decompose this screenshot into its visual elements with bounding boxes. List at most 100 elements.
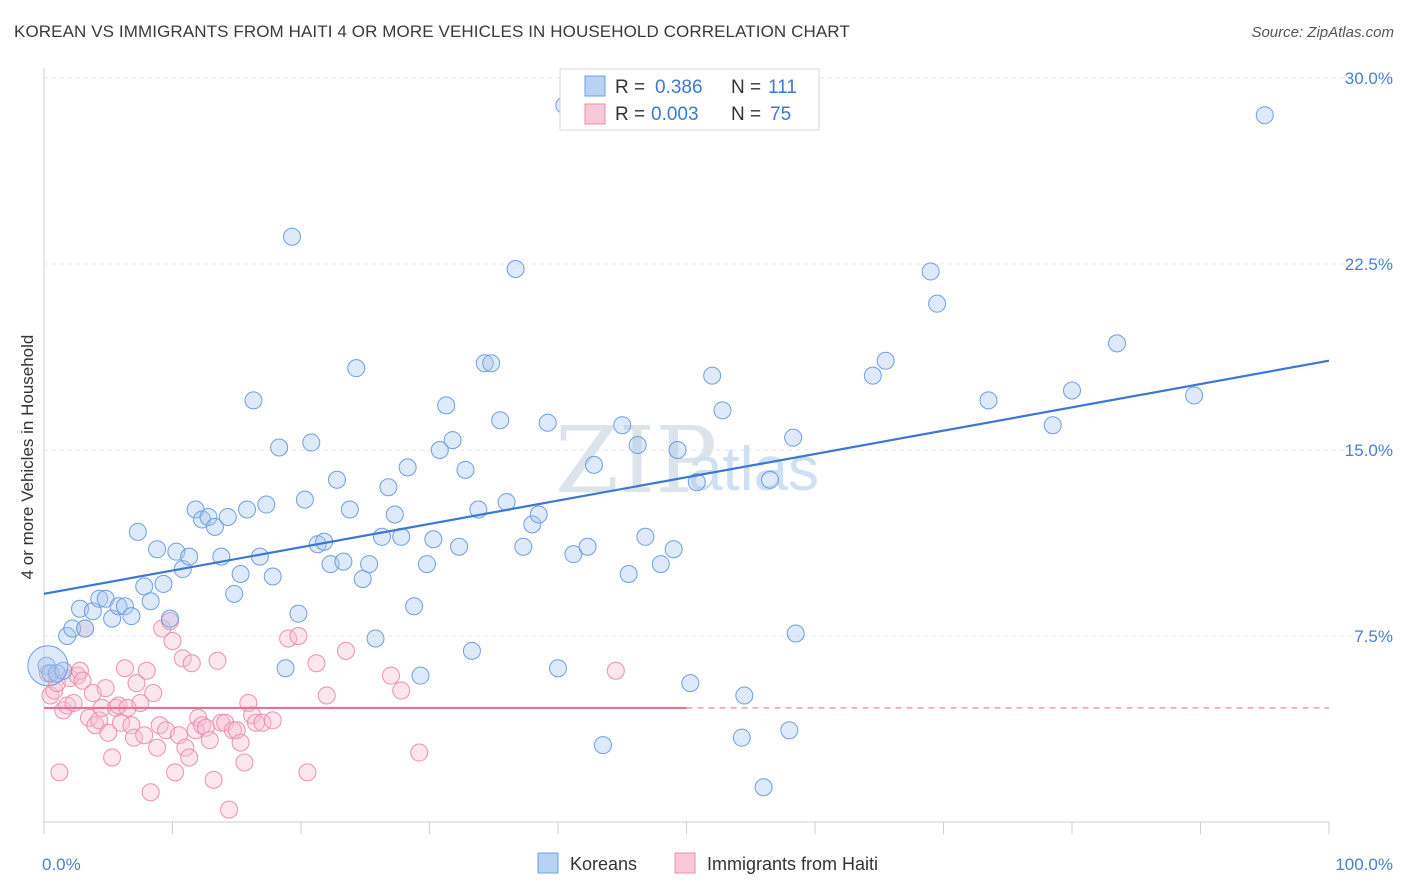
korean-point [366, 629, 385, 648]
korean-point [109, 597, 128, 616]
haiti-point [112, 713, 131, 732]
korean-point [270, 438, 289, 457]
korean-point [353, 569, 372, 588]
haiti-point [381, 666, 400, 685]
y-tick-label: 22.5% [1345, 255, 1393, 274]
korean-point [76, 619, 95, 638]
korean-point [863, 366, 882, 385]
korean-point [238, 500, 257, 519]
korean-point [529, 505, 548, 524]
korean-point [462, 641, 481, 660]
korean-point [732, 728, 751, 747]
haiti-point [166, 763, 185, 782]
korean-point [687, 473, 706, 492]
korean-point [786, 624, 805, 643]
korean-point [651, 555, 670, 574]
korean-point [628, 436, 647, 455]
korean-point [1043, 416, 1062, 435]
haiti-point [279, 629, 298, 648]
korean-point [63, 619, 82, 638]
korean-point [754, 778, 773, 797]
legend-n-value-haiti: 75 [770, 104, 791, 125]
haiti-point [173, 649, 192, 668]
korean-point [636, 527, 655, 546]
korean-point [1107, 334, 1126, 353]
y-tick-label: 7.5% [1354, 627, 1393, 646]
legend-n-label-koreans: N = [731, 77, 761, 98]
bottom-legend: Koreans Immigrants from Haiti [537, 852, 878, 874]
haiti-points [38, 612, 625, 819]
korean-point [115, 597, 134, 616]
haiti-point [336, 641, 355, 660]
haiti-point [200, 731, 219, 750]
haiti-point [135, 726, 154, 745]
korean-point [761, 470, 780, 489]
korean-point [443, 431, 462, 450]
haiti-point [127, 674, 146, 693]
trendlines [43, 359, 1330, 710]
korean-point [491, 411, 510, 430]
haiti-point [208, 651, 227, 670]
koreans-trendline [43, 359, 1330, 595]
haiti-point [73, 671, 92, 690]
top-legend: R = 0.386 N = 111 R = 0.003 N = 75 [559, 68, 820, 131]
haiti-point [148, 738, 167, 757]
korean-point [122, 607, 141, 626]
korean-point [619, 565, 638, 583]
legend-swatch-haiti [584, 103, 606, 125]
korean-point [1255, 106, 1274, 125]
koreans-points [27, 96, 1274, 797]
korean-point [450, 537, 469, 556]
haiti-point [263, 711, 282, 730]
korean-point [405, 597, 424, 616]
korean-point [257, 495, 276, 514]
x-tick-label: 0.0% [42, 855, 81, 874]
korean-point [681, 674, 700, 693]
haiti-point [231, 733, 250, 752]
x-tick-label: 100.0% [1335, 855, 1393, 874]
haiti-point [317, 686, 336, 705]
korean-point [482, 354, 501, 373]
korean-point [135, 577, 154, 596]
korean-point [549, 659, 567, 678]
korean-point [713, 401, 732, 420]
legend-swatch-koreans [584, 75, 606, 97]
korean-point [780, 721, 799, 740]
bottom-legend-label-haiti: Immigrants from Haiti [707, 854, 878, 874]
legend-r-label-haiti: R = [615, 104, 645, 125]
korean-point [218, 507, 237, 526]
korean-point [334, 552, 353, 571]
haiti-point [298, 763, 317, 782]
korean-point [327, 470, 346, 489]
haiti-point [176, 738, 195, 757]
gridlines [44, 77, 1365, 637]
korean-point [876, 351, 895, 370]
korean-point [703, 366, 722, 385]
legend-n-value-koreans: 111 [768, 77, 797, 98]
haiti-point [392, 681, 411, 700]
haiti-point [137, 661, 156, 680]
korean-point [205, 517, 224, 536]
haiti-point [99, 723, 118, 742]
korean-point [360, 555, 379, 574]
korean-point [584, 455, 603, 474]
haiti-point [115, 659, 134, 678]
korean-point [244, 391, 263, 410]
haiti-point [50, 763, 69, 782]
haiti-point [124, 728, 143, 747]
korean-point [276, 659, 295, 678]
korean-point [979, 391, 998, 410]
korean-point [430, 441, 449, 459]
haiti-point [153, 619, 172, 638]
legend-r-value-haiti: 0.003 [651, 104, 699, 125]
korean-point [295, 490, 314, 509]
korean-point [231, 565, 250, 583]
korean-point [921, 262, 940, 281]
korean-point [283, 227, 302, 246]
haiti-point [163, 631, 182, 650]
korean-point [735, 686, 754, 705]
korean-point [664, 540, 683, 559]
legend-n-label-haiti: N = [731, 104, 761, 125]
y-axis-label: 4 or more Vehicles in Household [18, 335, 37, 580]
